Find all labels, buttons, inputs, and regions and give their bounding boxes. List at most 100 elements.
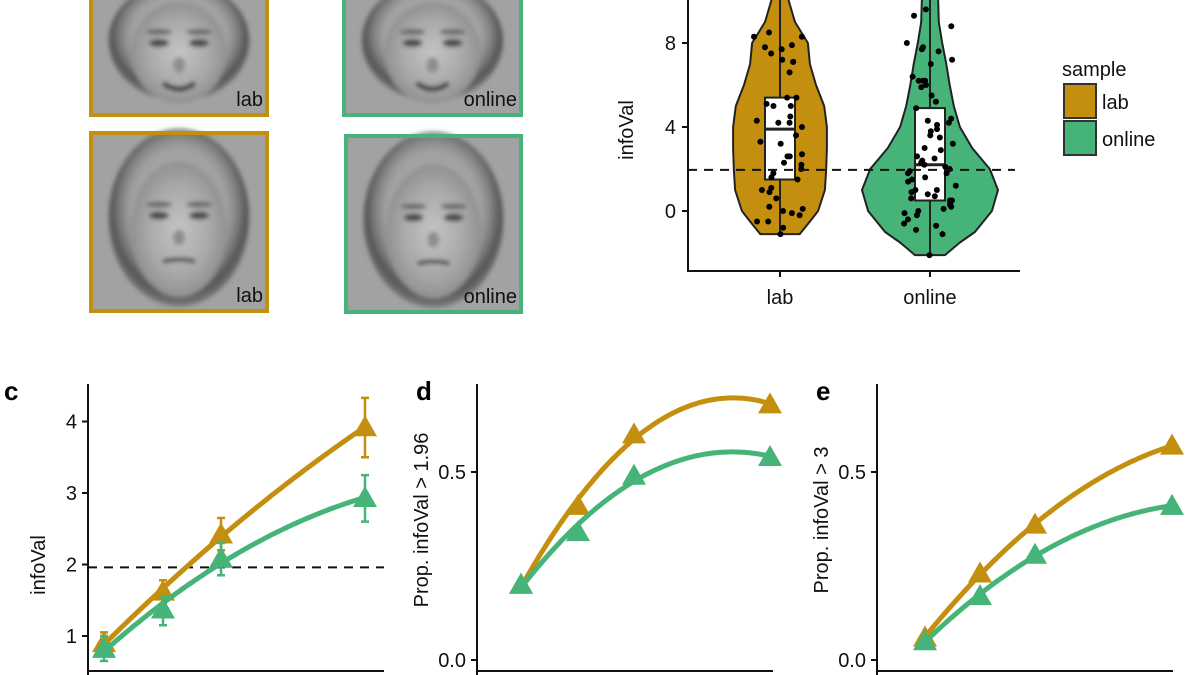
left-eye bbox=[403, 213, 424, 222]
data-point bbox=[931, 155, 938, 162]
plot-area bbox=[732, 0, 999, 259]
data-point bbox=[775, 119, 782, 126]
data-point bbox=[753, 117, 760, 124]
data-point bbox=[922, 174, 929, 181]
face-image-label: online bbox=[464, 89, 517, 111]
data-point bbox=[923, 82, 930, 88]
data-point bbox=[768, 50, 775, 57]
y-tick-label: 4 bbox=[66, 412, 77, 434]
data-marker-lab bbox=[566, 493, 590, 515]
data-point bbox=[933, 126, 940, 133]
legend-title: sample bbox=[1062, 59, 1126, 81]
data-marker-online bbox=[1023, 542, 1047, 564]
data-marker-lab bbox=[353, 415, 377, 437]
data-point bbox=[922, 6, 929, 13]
fit-curve-lab bbox=[101, 424, 368, 647]
data-point bbox=[766, 29, 773, 36]
data-point bbox=[757, 138, 764, 145]
data-marker-online bbox=[353, 486, 377, 508]
y-axis-label: infoVal bbox=[28, 535, 50, 595]
face-image-frame bbox=[344, 134, 523, 314]
fit-curve-online bbox=[518, 449, 773, 591]
data-marker-online bbox=[1160, 493, 1184, 515]
data-point bbox=[927, 61, 934, 67]
data-marker-online bbox=[913, 629, 937, 651]
data-point bbox=[908, 195, 915, 202]
data-point bbox=[770, 103, 777, 109]
fit-curve-lab bbox=[922, 443, 1174, 640]
data-point bbox=[777, 231, 784, 238]
mouth-neutral bbox=[417, 259, 450, 266]
left-eye bbox=[149, 211, 169, 220]
face-image bbox=[363, 131, 504, 308]
fit-curve-lab bbox=[518, 395, 773, 590]
face-shape bbox=[384, 2, 481, 104]
nose bbox=[173, 57, 185, 73]
data-point bbox=[918, 84, 925, 91]
data-point bbox=[939, 231, 946, 238]
face-image bbox=[361, 0, 504, 104]
panel-a-face-images: lab online lab online bbox=[89, 0, 523, 314]
y-axis-label: Prop. infoVal > 3 bbox=[811, 447, 833, 594]
panel-letter: e bbox=[816, 376, 830, 406]
legend-entry-label: online bbox=[1102, 129, 1155, 151]
data-marker-lab bbox=[209, 522, 233, 544]
y-tick-label: 0.0 bbox=[438, 650, 466, 672]
data-point bbox=[913, 105, 920, 112]
data-marker-lab bbox=[1023, 512, 1047, 534]
data-point bbox=[918, 46, 925, 53]
nose bbox=[173, 229, 185, 246]
right-eye bbox=[189, 39, 209, 47]
data-point bbox=[932, 98, 939, 105]
left-brow bbox=[146, 29, 172, 35]
mouth-smile bbox=[161, 80, 197, 92]
data-marker-online bbox=[209, 546, 233, 568]
fit-curve-online bbox=[101, 494, 368, 654]
data-point bbox=[763, 100, 770, 107]
data-point bbox=[905, 170, 912, 177]
data-point bbox=[909, 73, 916, 80]
data-point bbox=[794, 176, 801, 183]
right-eye bbox=[443, 213, 464, 222]
right-brow bbox=[186, 29, 212, 35]
data-point bbox=[915, 77, 922, 84]
data-point bbox=[792, 132, 799, 139]
data-point bbox=[784, 94, 791, 101]
data-point bbox=[784, 153, 791, 160]
data-point bbox=[933, 222, 940, 229]
fit-curve-online bbox=[922, 503, 1174, 645]
data-point bbox=[799, 205, 806, 212]
data-point bbox=[927, 132, 934, 139]
mouth-neutral bbox=[162, 257, 196, 264]
data-point bbox=[787, 113, 794, 120]
data-point bbox=[926, 252, 933, 259]
y-tick-label: 8 bbox=[665, 33, 676, 55]
data-point bbox=[949, 140, 956, 147]
right-brow bbox=[439, 29, 466, 35]
panel-c-infoval-line-chart: c 1 2 3 4 infoVal bbox=[4, 376, 384, 675]
data-point bbox=[787, 103, 794, 109]
panel-letter: c bbox=[4, 376, 18, 406]
data-point bbox=[788, 42, 795, 49]
data-point bbox=[798, 161, 805, 168]
data-point bbox=[901, 210, 908, 217]
x-tick-label: online bbox=[903, 287, 956, 309]
data-marker-online bbox=[566, 520, 590, 542]
data-point bbox=[921, 161, 928, 168]
face-image-frame bbox=[89, 0, 269, 117]
right-eye bbox=[442, 39, 463, 47]
mouth-smile bbox=[415, 80, 450, 92]
data-point bbox=[778, 46, 785, 53]
data-point bbox=[781, 159, 788, 166]
data-point bbox=[773, 195, 780, 202]
data-marker-lab bbox=[151, 579, 175, 601]
data-point bbox=[914, 153, 921, 160]
left-brow bbox=[399, 29, 426, 35]
data-point bbox=[911, 12, 918, 19]
legend: sample lab online bbox=[1062, 59, 1155, 156]
legend-entry-label: lab bbox=[1102, 92, 1129, 114]
data-point bbox=[933, 187, 940, 193]
data-marker-online bbox=[622, 463, 646, 485]
data-point bbox=[786, 119, 793, 126]
data-point bbox=[948, 203, 955, 210]
